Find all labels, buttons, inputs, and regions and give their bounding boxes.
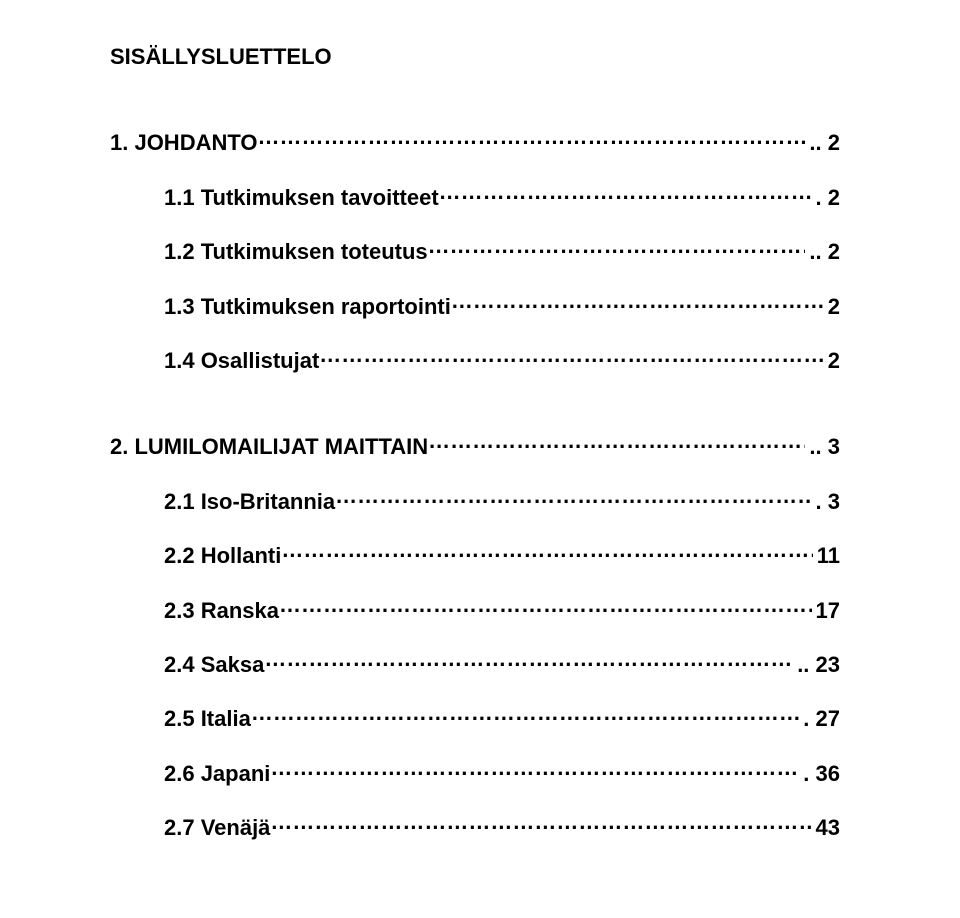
- toc-leader-dots: [335, 482, 811, 508]
- document-title: SISÄLLYSLUETTELO: [110, 44, 840, 70]
- toc-entry: 1.1 Tutkimuksen tavoitteet . 2: [110, 178, 840, 210]
- toc-entry-page: .. 23: [793, 652, 840, 678]
- toc-entry-label: 2.7 Venäjä: [164, 815, 270, 841]
- toc-leader-dots: [270, 754, 799, 780]
- document-page: SISÄLLYSLUETTELO 1. JOHDANTO .. 2 1.1 Tutk…: [0, 0, 960, 841]
- toc-entry-label: 2.4 Saksa: [164, 652, 264, 678]
- toc-entry-label: 1.1 Tutkimuksen tavoitteet: [164, 185, 439, 211]
- toc-leader-dots: [251, 700, 799, 726]
- toc-entry: 2. LUMILOMAILIJAT MAITTAIN .. 3: [110, 428, 840, 460]
- toc-entry-page: . 2: [812, 185, 840, 211]
- toc-entry-label: 2.1 Iso-Britannia: [164, 489, 335, 515]
- toc-entry: 1.2 Tutkimuksen toteutus .. 2: [110, 233, 840, 265]
- toc-entry: 2.2 Hollanti 11: [110, 537, 840, 569]
- toc-leader-dots: [270, 809, 811, 835]
- table-of-contents: 1. JOHDANTO .. 2 1.1 Tutkimuksen tavoittee…: [110, 124, 840, 841]
- toc-entry: 1. JOHDANTO .. 2: [110, 124, 840, 156]
- toc-entry-page: .. 2: [805, 130, 840, 156]
- toc-leader-dots: [264, 646, 793, 672]
- toc-entry-page: . 3: [812, 489, 840, 515]
- toc-entry-page: 2: [824, 294, 840, 320]
- toc-leader-dots: [258, 124, 806, 150]
- toc-entry-label: 1.4 Osallistujat: [164, 348, 319, 374]
- toc-entry-label: 2.5 Italia: [164, 706, 251, 732]
- toc-entry: 2.4 Saksa .. 23: [110, 646, 840, 678]
- toc-leader-dots: [451, 287, 824, 313]
- toc-entry-page: . 36: [799, 761, 840, 787]
- toc-entry-page: 17: [812, 598, 840, 624]
- toc-leader-dots: [428, 428, 805, 454]
- toc-leader-dots: [428, 233, 806, 259]
- toc-entry-page: 2: [824, 348, 840, 374]
- toc-entry-label: 2.6 Japani: [164, 761, 270, 787]
- toc-entry: 1.4 Osallistujat 2: [110, 342, 840, 374]
- toc-entry-page: .. 2: [805, 239, 840, 265]
- toc-leader-dots: [439, 178, 812, 204]
- toc-leader-dots: [281, 537, 812, 563]
- toc-entry: 2.3 Ranska 17: [110, 591, 840, 623]
- toc-entry-label: 2.2 Hollanti: [164, 543, 281, 569]
- toc-entry-label: 1.2 Tutkimuksen toteutus: [164, 239, 428, 265]
- toc-entry: 2.5 Italia . 27: [110, 700, 840, 732]
- toc-leader-dots: [279, 591, 812, 617]
- toc-entry-label: 1. JOHDANTO: [110, 130, 258, 156]
- toc-entry-label: 1.3 Tutkimuksen raportointi: [164, 294, 451, 320]
- toc-entry: 2.1 Iso-Britannia . 3: [110, 482, 840, 514]
- toc-entry: 2.6 Japani . 36: [110, 754, 840, 786]
- toc-entry: 2.7 Venäjä 43: [110, 809, 840, 841]
- toc-entry-page: .. 3: [805, 434, 840, 460]
- toc-entry-label: 2.3 Ranska: [164, 598, 279, 624]
- toc-entry-page: 43: [812, 815, 840, 841]
- toc-leader-dots: [319, 342, 823, 368]
- toc-entry-page: 11: [813, 543, 840, 569]
- toc-entry: 1.3 Tutkimuksen raportointi 2: [110, 287, 840, 319]
- toc-entry-page: . 27: [799, 706, 840, 732]
- toc-entry-label: 2. LUMILOMAILIJAT MAITTAIN: [110, 434, 428, 460]
